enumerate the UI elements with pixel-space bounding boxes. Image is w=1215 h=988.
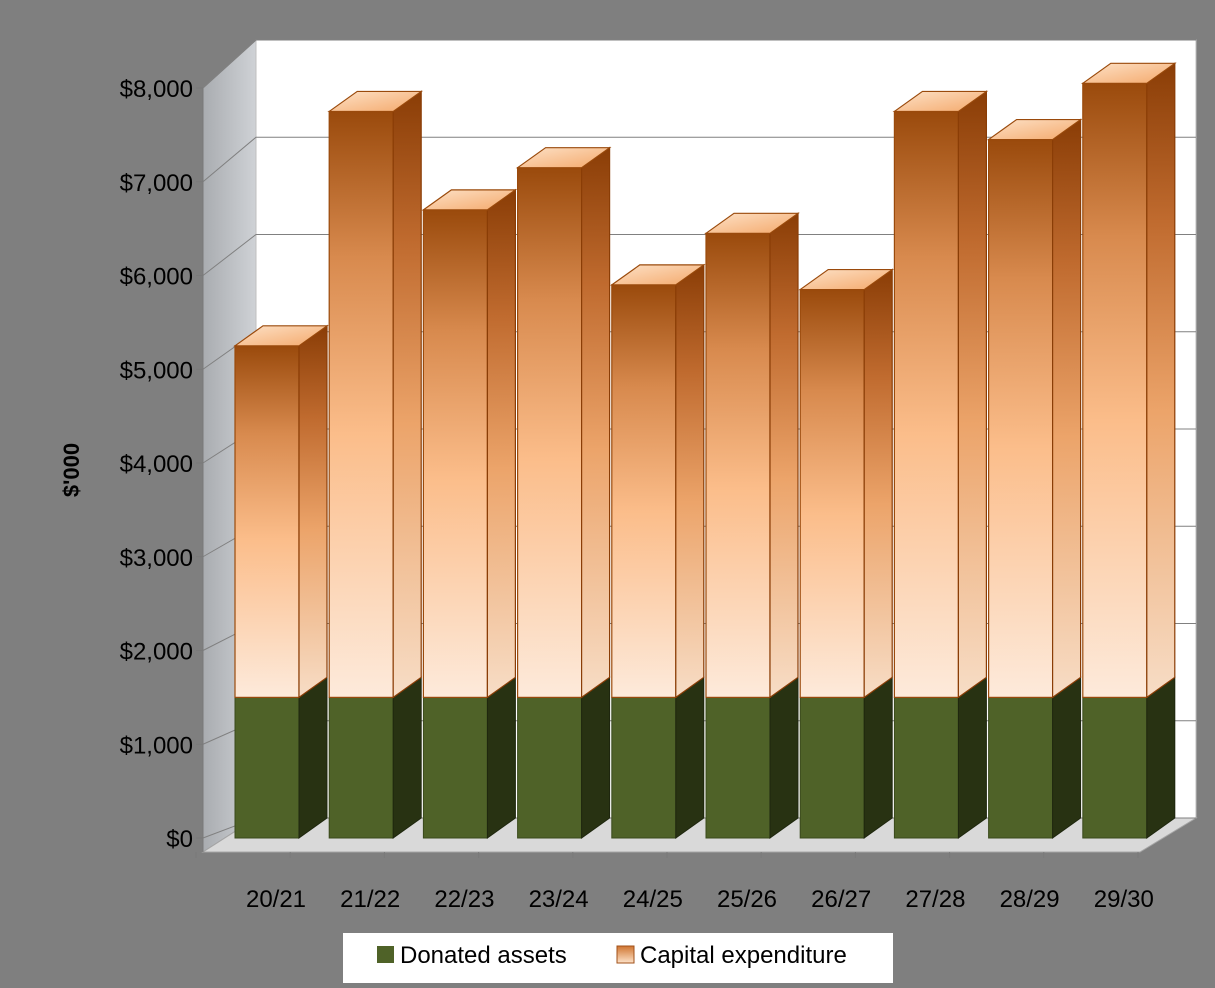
bar-donated-front: [423, 697, 487, 838]
y-axis-title: $'000: [59, 443, 84, 497]
legend-label-capital-expenditure: Capital expenditure: [640, 942, 847, 969]
bar-donated-side: [1053, 677, 1081, 838]
bar-group: [706, 213, 798, 838]
bar-donated-front: [1083, 697, 1147, 838]
bar-capital-side: [393, 91, 421, 697]
bar-group: [800, 270, 892, 838]
bar-donated-side: [582, 677, 610, 838]
bar-donated-side: [393, 677, 421, 838]
legend-swatch-capital-expenditure: [617, 946, 634, 963]
bar-capital-front: [706, 233, 770, 697]
bar-donated-front: [894, 697, 958, 838]
bar-capital-side: [582, 148, 610, 698]
bar-capital-side: [1147, 63, 1175, 697]
x-tick-label: 27/28: [905, 886, 965, 913]
bar-donated-front: [800, 697, 864, 838]
bar-capital-side: [864, 270, 892, 698]
bar-capital-front: [235, 346, 299, 698]
x-tick-label: 21/22: [340, 886, 400, 913]
bar-capital-front: [518, 168, 582, 698]
bar-group: [894, 91, 986, 838]
bar-capital-front: [800, 290, 864, 698]
bar-group: [518, 148, 610, 838]
bar-capital-side: [487, 190, 515, 698]
bar-donated-side: [487, 677, 515, 838]
x-axis: 20/21 21/22 22/23 23/24 24/25 25/26 26/27 27/28…: [196, 852, 1154, 913]
bar-donated-side: [864, 677, 892, 838]
bar-group: [612, 265, 704, 838]
y-tick-label: $7,000: [120, 170, 193, 197]
bar-group: [423, 190, 515, 838]
bar-donated-side: [299, 677, 327, 838]
x-tick-label: 20/21: [246, 886, 306, 913]
y-tick-label: $1,000: [120, 732, 193, 759]
y-axis: $0 $1,000 $2,000 $3,000 $4,000 $5,000 $6,000 $7…: [120, 76, 203, 853]
y-tick-label: $8,000: [120, 76, 193, 103]
y-tick-label: $6,000: [120, 264, 193, 291]
bar-donated-front: [235, 697, 299, 838]
y-tick-label: $3,000: [120, 545, 193, 572]
y-tick-label: $2,000: [120, 639, 193, 666]
x-tick-label: 29/30: [1094, 886, 1154, 913]
bar-group: [989, 120, 1081, 838]
y-tick-label: $5,000: [120, 357, 193, 384]
bar-group: [1083, 63, 1175, 838]
bar-group: [235, 326, 327, 838]
bar-group: [329, 91, 421, 838]
bar-capital-front: [989, 140, 1053, 698]
bar-capital-front: [423, 210, 487, 698]
bar-donated-side: [1147, 677, 1175, 838]
bar-capital-side: [958, 91, 986, 697]
x-tick-label: 22/23: [434, 886, 494, 913]
x-tick-label: 23/24: [529, 886, 589, 913]
bar-capital-side: [299, 326, 327, 698]
legend-swatch-donated-assets: [377, 946, 394, 963]
x-tick-label: 25/26: [717, 886, 777, 913]
legend: Donated assets Capital expenditure: [343, 933, 893, 983]
bar-capital-front: [612, 285, 676, 698]
x-tick-label: 26/27: [811, 886, 871, 913]
bar-donated-front: [329, 697, 393, 838]
bar-donated-front: [518, 697, 582, 838]
bar-capital-front: [329, 111, 393, 697]
bar-donated-front: [989, 697, 1053, 838]
y-tick-label: $0: [166, 826, 193, 853]
bar-donated-side: [676, 677, 704, 838]
bar-donated-side: [770, 677, 798, 838]
bar-capital-side: [1053, 120, 1081, 698]
bar-capital-front: [1083, 83, 1147, 697]
x-tick-label: 28/29: [1000, 886, 1060, 913]
legend-label-donated-assets: Donated assets: [400, 942, 567, 969]
bar-donated-side: [958, 677, 986, 838]
bar-capital-side: [676, 265, 704, 698]
x-tick-label: 24/25: [623, 886, 683, 913]
bar-donated-front: [706, 697, 770, 838]
bar-donated-front: [612, 697, 676, 838]
bar-capital-front: [894, 111, 958, 697]
bar-capital-side: [770, 213, 798, 697]
y-tick-label: $4,000: [120, 451, 193, 478]
